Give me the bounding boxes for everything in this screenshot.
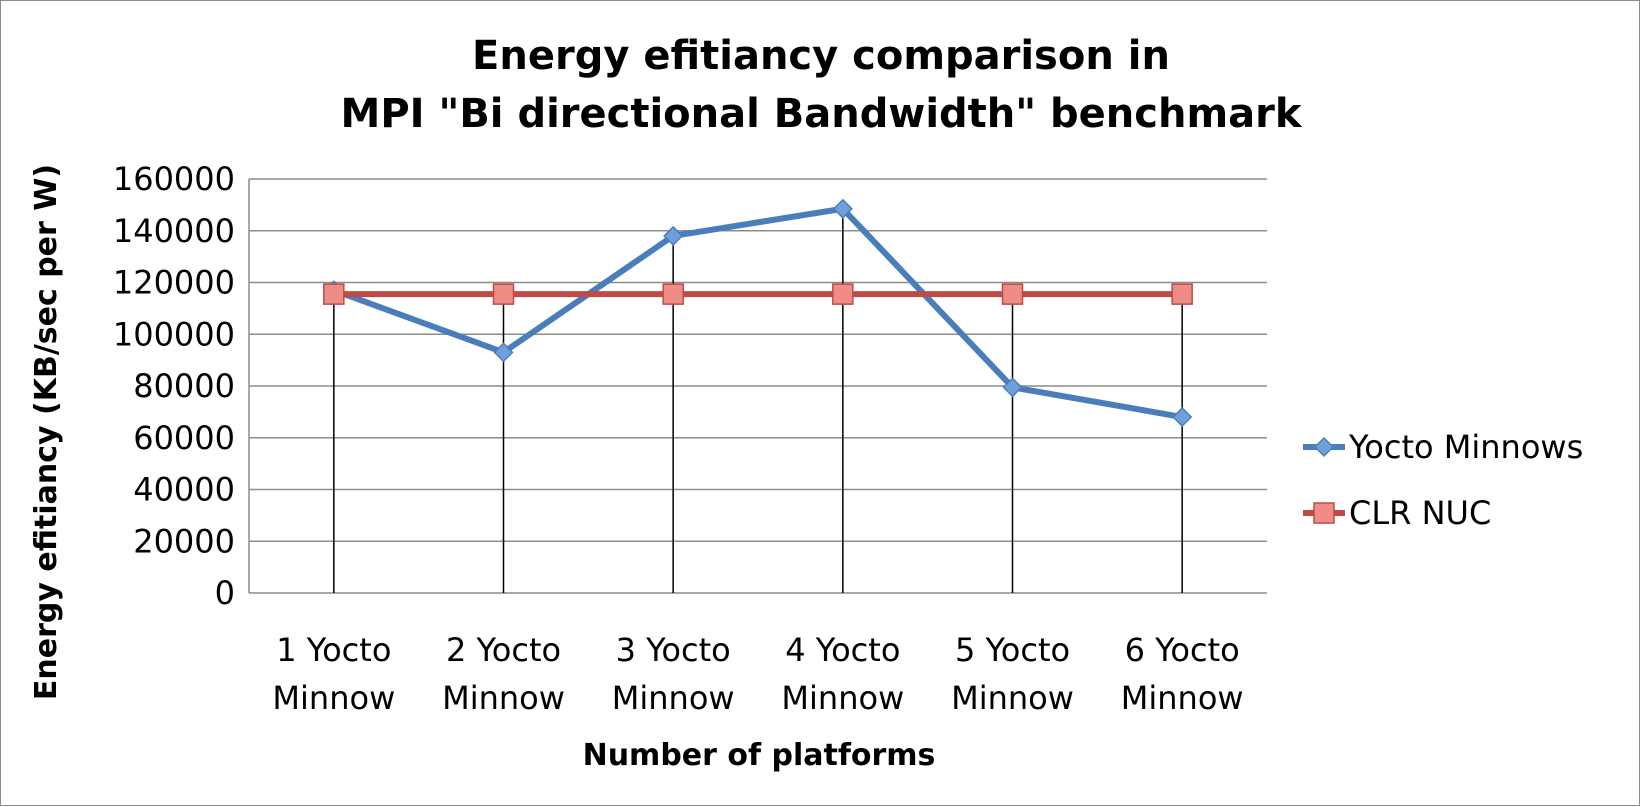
y-axis-title: Energy efitiancy (KB/sec per W) bbox=[29, 164, 64, 700]
y-tick-label: 20000 bbox=[133, 522, 235, 560]
y-axis-ticks: 0 20000 40000 60000 80000 100000 120000 140000 1… bbox=[113, 160, 235, 612]
data-point bbox=[493, 342, 514, 363]
x-axis-ticks: 1 Yocto Minnow 2 Yocto Minnow 3 Yocto Minnow 4… bbox=[272, 631, 1243, 717]
legend-label: CLR NUC bbox=[1349, 494, 1491, 532]
chart-title-line-1: Energy efitiancy comparison in bbox=[472, 33, 1170, 79]
y-tick-label: 0 bbox=[215, 574, 235, 612]
x-tick-label: Minnow bbox=[1121, 679, 1244, 717]
x-tick-label: Minnow bbox=[781, 679, 904, 717]
x-tick-label: Minnow bbox=[442, 679, 565, 717]
chart-title: Energy efitiancy comparison in MPI "Bi d… bbox=[341, 33, 1303, 137]
data-point bbox=[323, 283, 345, 305]
gridlines bbox=[248, 178, 1267, 594]
drop-lines bbox=[333, 208, 1183, 593]
series-lines bbox=[332, 205, 1183, 421]
data-point bbox=[1002, 377, 1023, 398]
x-tick-label: 1 Yocto bbox=[276, 631, 391, 669]
y-tick-label: 140000 bbox=[113, 212, 235, 250]
legend-marker bbox=[1313, 502, 1335, 524]
data-point bbox=[832, 283, 854, 305]
x-tick-label: 4 Yocto bbox=[785, 631, 900, 669]
legend: Yocto Minnows CLR NUC bbox=[1303, 428, 1583, 532]
x-tick-label: Minnow bbox=[951, 679, 1074, 717]
x-tick-label: 5 Yocto bbox=[955, 631, 1070, 669]
x-tick-label: Minnow bbox=[272, 679, 395, 717]
series-line bbox=[332, 205, 1183, 421]
y-tick-label: 120000 bbox=[113, 264, 235, 302]
data-point bbox=[1001, 283, 1024, 305]
x-axis-title: Number of platforms bbox=[583, 738, 936, 773]
y-tick-label: 160000 bbox=[113, 160, 235, 198]
y-tick-label: 80000 bbox=[133, 367, 235, 405]
x-tick-label: 6 Yocto bbox=[1125, 631, 1240, 669]
x-tick-label: 2 Yocto bbox=[446, 631, 561, 669]
y-tick-label: 60000 bbox=[133, 419, 235, 457]
y-tick-label: 100000 bbox=[113, 315, 235, 353]
x-tick-label: 3 Yocto bbox=[616, 631, 731, 669]
data-point bbox=[492, 283, 515, 305]
y-tick-label: 40000 bbox=[133, 471, 235, 509]
data-point bbox=[663, 225, 684, 246]
chart-title-line-2: MPI "Bi directional Bandwidth" benchmark bbox=[341, 91, 1303, 137]
legend-marker bbox=[1313, 436, 1335, 458]
data-point bbox=[1171, 283, 1193, 305]
data-point bbox=[662, 283, 684, 305]
legend-label: Yocto Minnows bbox=[1348, 428, 1583, 466]
data-point bbox=[832, 198, 853, 219]
data-point bbox=[1172, 406, 1193, 428]
series-markers bbox=[323, 198, 1193, 428]
x-tick-label: Minnow bbox=[612, 679, 735, 717]
